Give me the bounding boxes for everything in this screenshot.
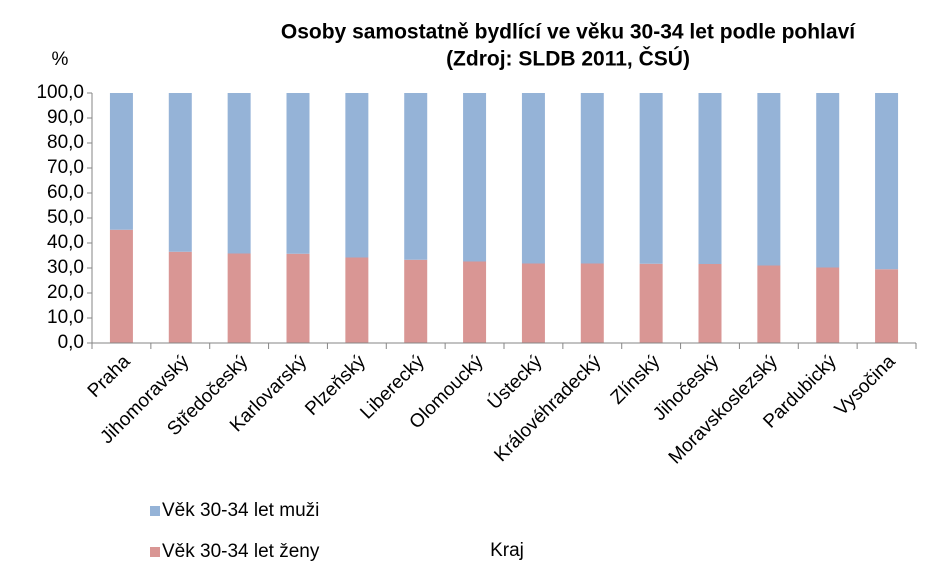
y-tick-label: 70,0 xyxy=(47,157,84,178)
bar-segment xyxy=(639,263,663,343)
legend-label: Věk 30-34 let ženy xyxy=(162,541,320,562)
bar-segment xyxy=(463,93,487,262)
y-tick-label: 0,0 xyxy=(58,332,84,353)
bar-segment xyxy=(227,253,251,343)
bar-segment xyxy=(404,93,428,260)
bar-segment xyxy=(816,93,840,268)
y-tick-label: 60,0 xyxy=(47,182,84,203)
bar-segment xyxy=(757,93,781,266)
y-tick-label: 50,0 xyxy=(47,207,84,228)
x-tick-label: Vysočina xyxy=(831,351,900,420)
bar-segment xyxy=(286,253,310,343)
y-tick-label: 80,0 xyxy=(47,132,84,153)
y-tick-label: 20,0 xyxy=(47,282,84,303)
y-tick-label: 30,0 xyxy=(47,257,84,278)
bar-segment xyxy=(698,93,722,264)
bar-segment xyxy=(404,259,428,343)
bar-segment xyxy=(580,93,604,264)
bar-segment xyxy=(698,264,722,343)
bar-segment xyxy=(168,251,192,343)
y-tick-label: 40,0 xyxy=(47,232,84,253)
y-tick-label: 100,0 xyxy=(36,82,84,103)
bar-segment xyxy=(757,265,781,343)
chart-subtitle: (Zdroj: SLDB 2011, ČSÚ) xyxy=(446,47,690,71)
chart-title: Osoby samostatně bydlící ve věku 30-34 l… xyxy=(281,21,856,44)
y-tick-label: 90,0 xyxy=(47,107,84,128)
bar-segment xyxy=(521,93,545,264)
legend-swatch xyxy=(150,547,160,557)
bar-segment xyxy=(639,93,663,264)
y-tick-label: 10,0 xyxy=(47,307,84,328)
y-axis-label: % xyxy=(52,49,69,70)
bar-segment xyxy=(580,263,604,343)
bar-segment xyxy=(816,267,840,343)
bar-segment xyxy=(109,93,133,230)
bar-segment xyxy=(168,93,192,252)
bar-segment xyxy=(875,93,899,270)
x-tick-label: Moravskoslezský xyxy=(665,351,782,468)
x-tick-label: Zlínský xyxy=(607,351,665,409)
bar-segment xyxy=(345,93,369,258)
bar-segment xyxy=(109,229,133,343)
legend-swatch xyxy=(150,506,160,516)
bar-segment xyxy=(286,93,310,254)
legend-label: Věk 30-34 let muži xyxy=(162,500,319,521)
bar-segment xyxy=(345,257,369,343)
bar-segment xyxy=(463,261,487,343)
bar-segment xyxy=(875,269,899,343)
bar-segment xyxy=(521,263,545,343)
x-axis-label: Kraj xyxy=(490,540,524,561)
x-tick-label: Královéhradecký xyxy=(490,351,605,466)
x-tick-label: Praha xyxy=(84,351,135,402)
bar-segment xyxy=(227,93,251,254)
